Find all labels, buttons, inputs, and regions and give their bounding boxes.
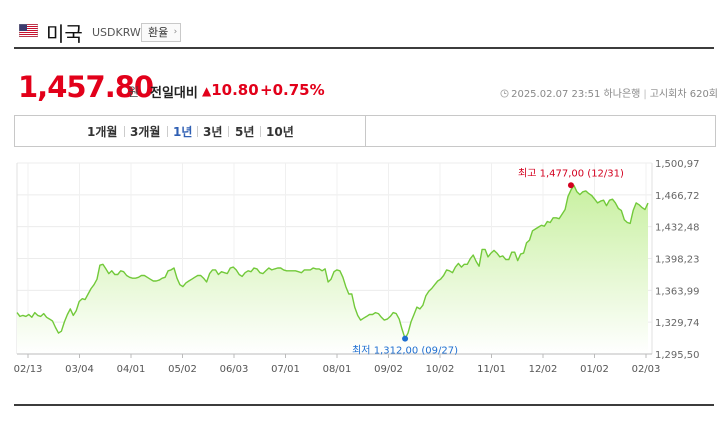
- exchange-rate-button[interactable]: 환율 ›: [141, 23, 182, 42]
- x-tick-label: 04/01: [117, 364, 146, 375]
- bottom-divider: [14, 404, 714, 406]
- current-price: 1,457.80: [18, 70, 154, 104]
- tab-5-years[interactable]: 5년: [235, 125, 255, 139]
- x-tick-label: 06/03: [220, 364, 249, 375]
- tab-divider: [197, 126, 198, 137]
- tab-divider: [260, 126, 261, 137]
- quote-notice: 고시회차 620회: [649, 89, 718, 100]
- divider: |: [643, 89, 647, 100]
- x-tick-label: 12/02: [529, 364, 558, 375]
- x-tick-label: 09/02: [374, 364, 403, 375]
- period-tab-area: 1개월 3개월 1년 3년 5년 10년: [15, 116, 366, 146]
- series-area: [17, 185, 648, 354]
- x-tick-label: 03/04: [65, 364, 94, 375]
- period-tabs: 1개월 3개월 1년 3년 5년 10년: [14, 115, 716, 147]
- chevron-right-icon: ›: [173, 27, 178, 37]
- us-flag-icon: [19, 24, 38, 37]
- x-tick-label: 08/01: [323, 364, 352, 375]
- exchange-rate-chart[interactable]: 1,500,97 1,466,72 1,432,48 1,398,23 1,363,99…: [14, 150, 714, 385]
- x-tick-label: 02/13: [14, 364, 42, 375]
- tab-divider: [167, 126, 168, 137]
- change-amount: 10.80: [211, 81, 259, 99]
- low-annotation: 최저 1,312,00 (09/27): [352, 345, 458, 357]
- change-label: 전일대비: [150, 86, 198, 101]
- y-tick-label: 1,466,72: [655, 191, 700, 202]
- tab-1-month[interactable]: 1개월: [87, 125, 118, 139]
- change-percent: +0.75%: [260, 81, 325, 99]
- exchange-rate-button-label: 환율: [148, 26, 169, 39]
- series-line: [16, 184, 649, 340]
- tab-1-year[interactable]: 1년: [173, 125, 193, 139]
- low-marker: [402, 335, 409, 342]
- up-triangle-icon: ▲: [202, 84, 212, 98]
- change-value: ▲10.80: [202, 81, 259, 99]
- y-tick-label: 1,295,50: [655, 350, 700, 361]
- tab-divider: [124, 126, 125, 137]
- tab-3-months[interactable]: 3개월: [130, 125, 161, 139]
- tab-divider: [228, 126, 229, 137]
- y-tick-label: 1,500,97: [655, 159, 700, 170]
- high-annotation: 최고 1,477,00 (12/31): [518, 167, 624, 179]
- tab-3-years[interactable]: 3년: [203, 125, 223, 139]
- x-tick-label: 11/01: [477, 364, 506, 375]
- x-tick-label: 07/01: [271, 364, 300, 375]
- x-tick-label: 10/02: [426, 364, 455, 375]
- currency-code: USDKRW: [92, 26, 141, 39]
- price-unit: 원: [128, 85, 140, 99]
- x-tick-label: 01/02: [580, 364, 609, 375]
- x-tick-label: 05/02: [168, 364, 197, 375]
- y-tick-label: 1,363,99: [655, 286, 700, 297]
- x-tick-label: 02/03: [632, 364, 661, 375]
- tab-10-years[interactable]: 10년: [266, 125, 294, 139]
- quote-summary: 1,457.80 원 전일대비 ▲10.80 +0.75% 2025.02.07…: [18, 70, 718, 104]
- clock-icon: [500, 89, 509, 98]
- quote-datetime: 2025.02.07 23:51: [511, 89, 601, 100]
- quote-bank: 하나은행: [603, 89, 641, 100]
- quote-meta: 2025.02.07 23:51 하나은행 | 고시회차 620회: [500, 85, 718, 100]
- y-tick-label: 1,432,48: [655, 223, 700, 234]
- y-tick-label: 1,398,23: [655, 255, 700, 266]
- y-tick-label: 1,329,74: [655, 318, 700, 329]
- title-bar: 미국 USDKRW 환율 ›: [14, 14, 714, 49]
- high-marker: [567, 182, 574, 189]
- country-name: 미국: [46, 22, 83, 46]
